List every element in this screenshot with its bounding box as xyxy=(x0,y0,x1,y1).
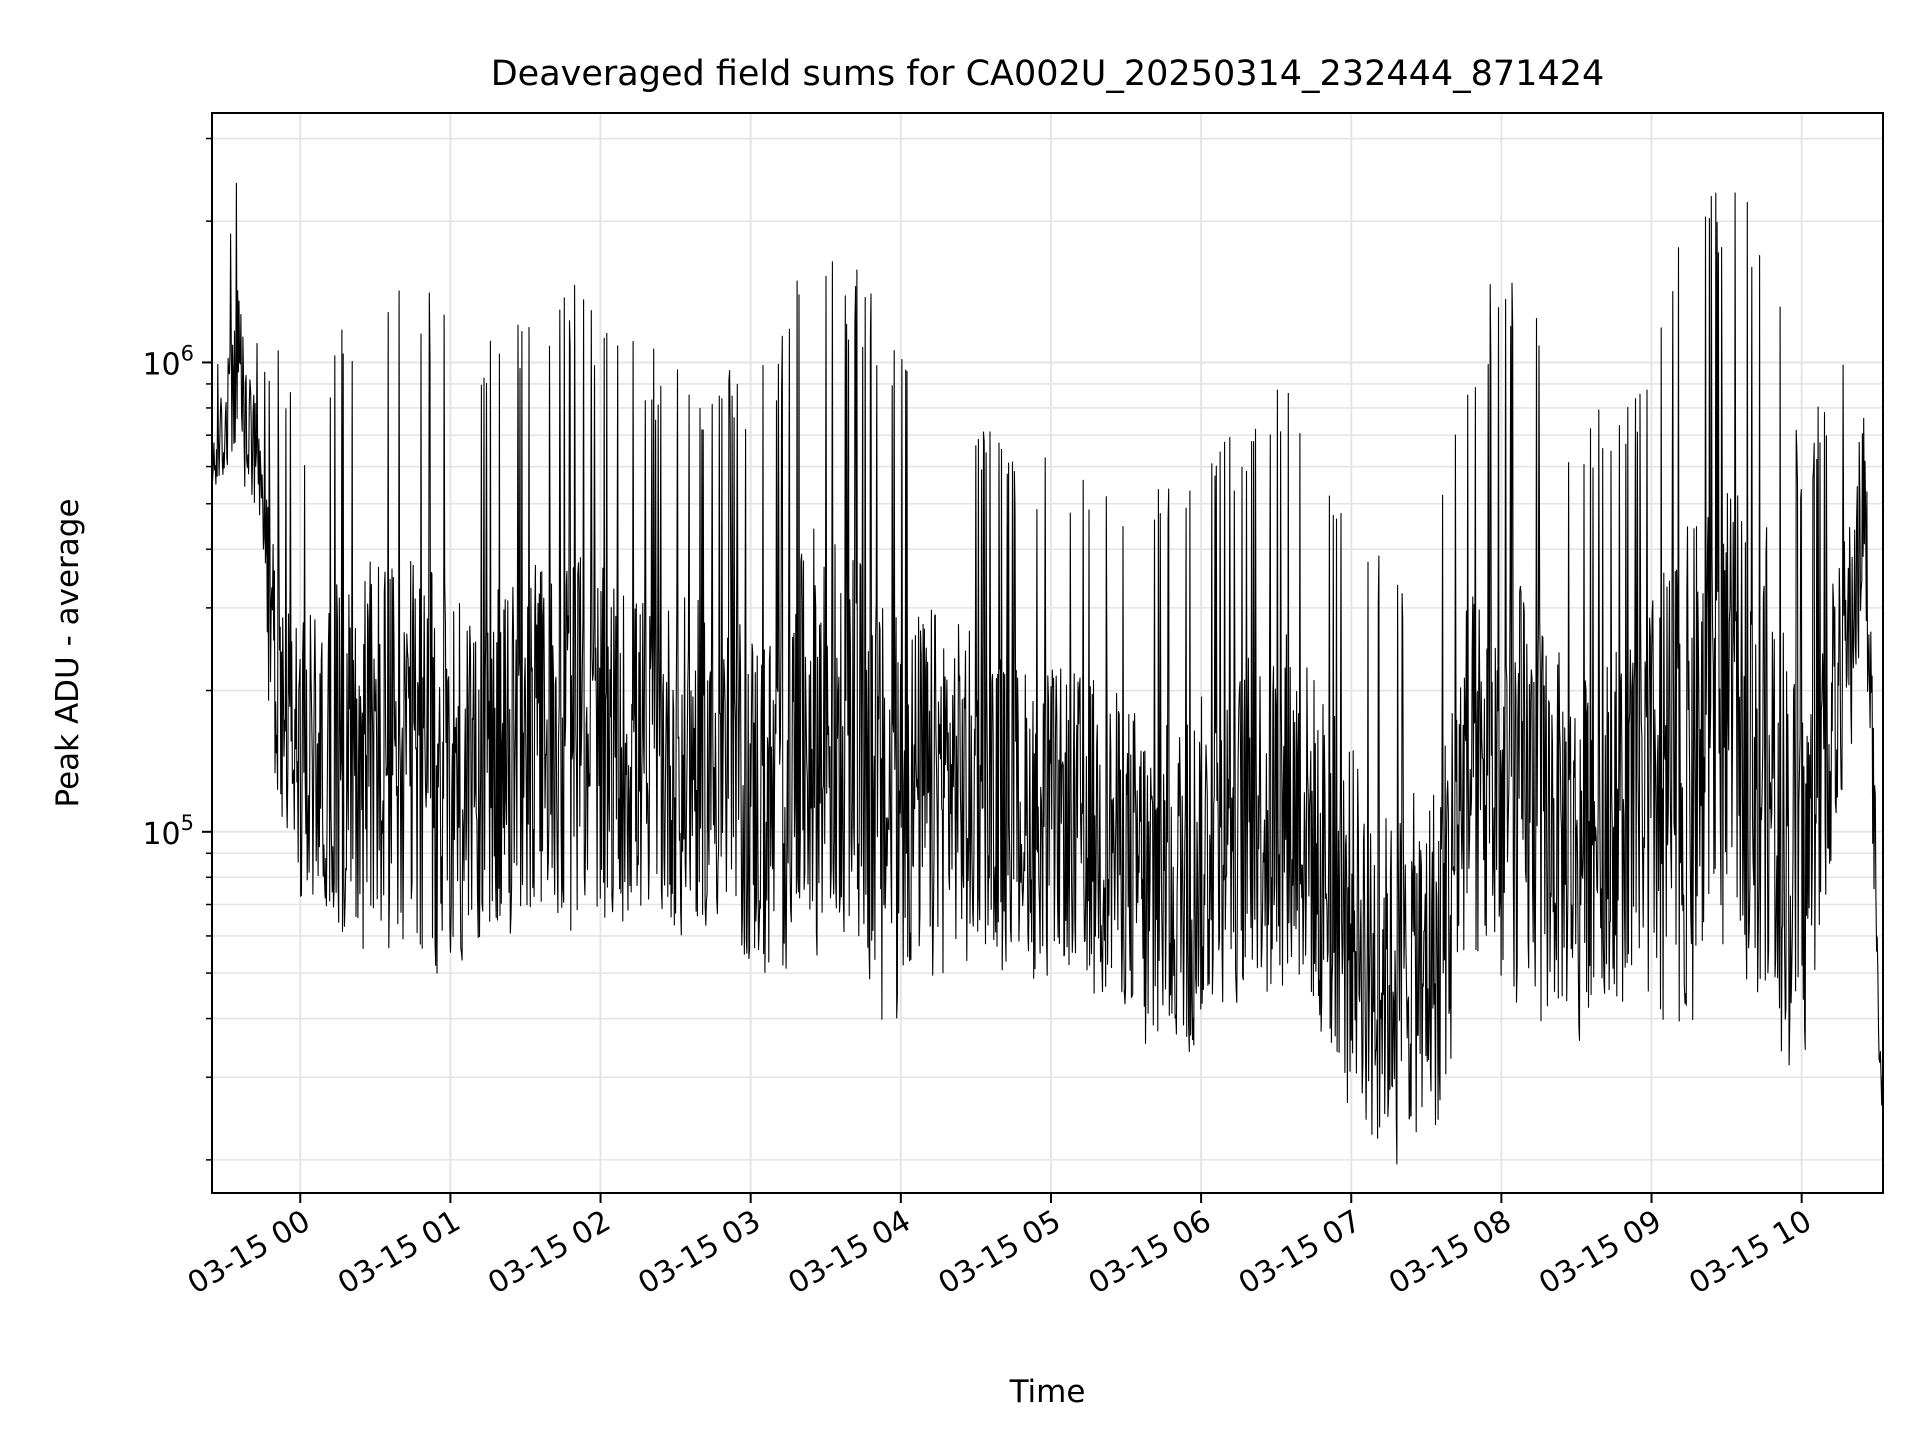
series-polyline xyxy=(211,182,1884,1165)
series-line xyxy=(211,182,1884,1165)
y-axis-label: Peak ADU - average xyxy=(50,498,86,807)
x-tick-label: 03-15 02 xyxy=(482,1204,616,1302)
x-tick-label: 03-15 09 xyxy=(1533,1204,1667,1302)
x-tick-label: 03-15 07 xyxy=(1233,1204,1367,1302)
x-tick-label: 03-15 03 xyxy=(632,1204,766,1302)
x-tick-label: 03-15 04 xyxy=(783,1204,917,1302)
x-tick-label: 03-15 05 xyxy=(933,1204,1067,1302)
plot-frame xyxy=(211,112,1884,1194)
x-tick-label: 03-15 08 xyxy=(1383,1204,1517,1302)
y-tick-label: 106 xyxy=(142,341,194,382)
x-tick-label: 03-15 06 xyxy=(1083,1204,1217,1302)
grid xyxy=(212,113,1883,1193)
x-axis-ticks: 03-15 00 03-15 01 03-15 02 03-15 03 03-15 04… xyxy=(182,1193,1818,1301)
x-tick-label: 03-15 00 xyxy=(182,1204,316,1302)
y-axis-ticks: 105 106 xyxy=(142,137,212,1161)
x-tick-label: 03-15 01 xyxy=(332,1204,466,1302)
y-tick-label: 105 xyxy=(142,811,194,852)
chart-title: Deaveraged field sums for CA002U_2025031… xyxy=(491,54,1605,94)
x-tick-label: 03-15 10 xyxy=(1683,1204,1817,1302)
x-axis-label: Time xyxy=(1009,1374,1086,1410)
